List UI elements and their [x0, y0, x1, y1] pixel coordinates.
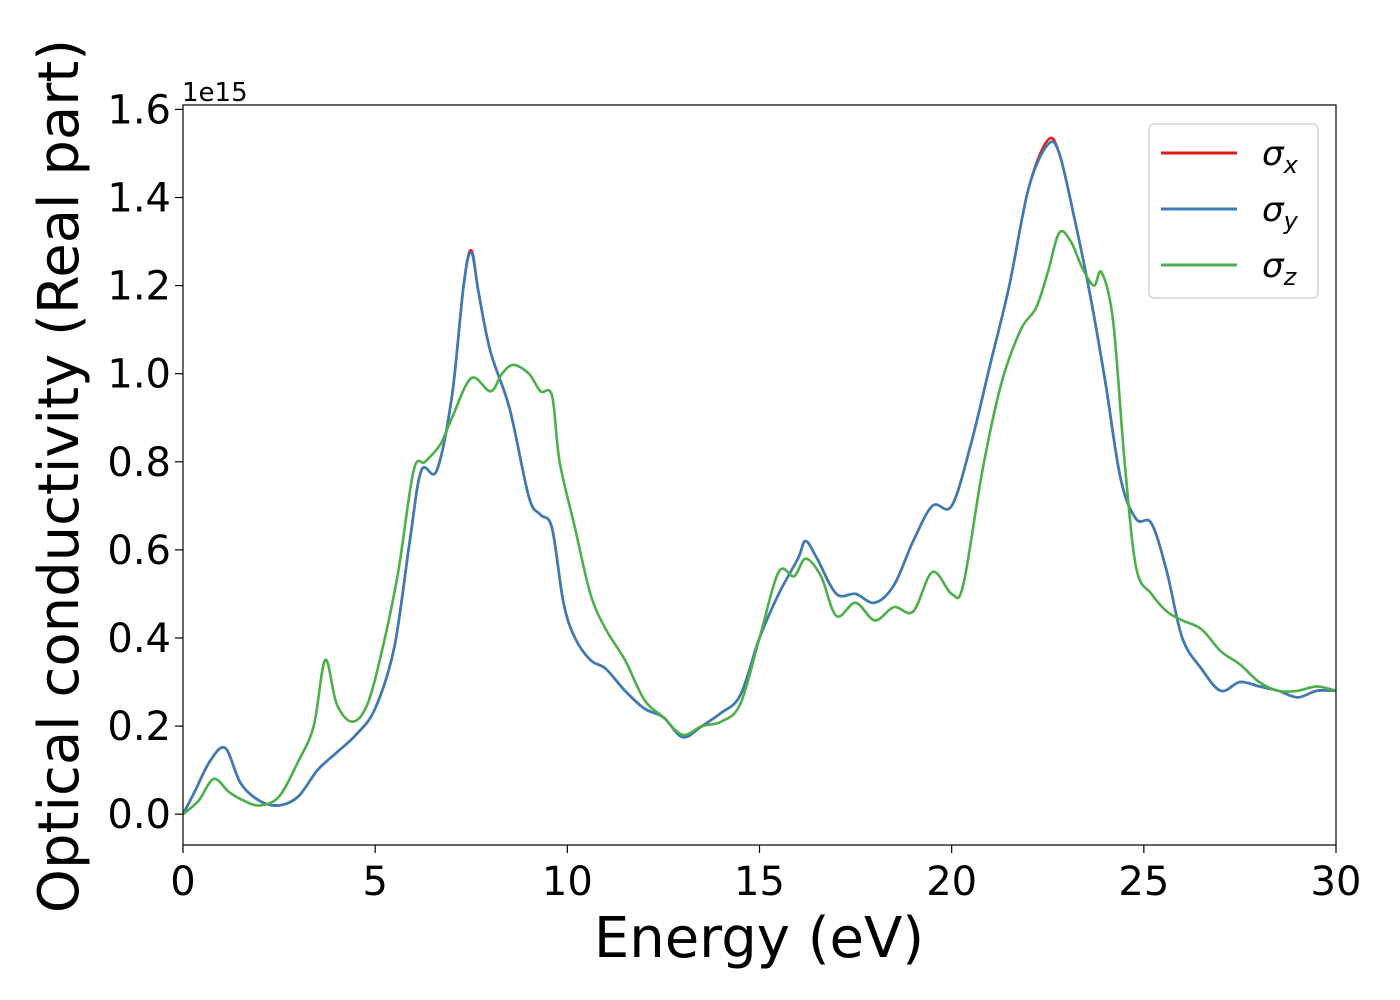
x-axis-ticks: 0 5 10 15 20 25 30 — [170, 845, 1361, 905]
x-tick-label: 15 — [734, 859, 785, 905]
y-tick-label: 1.2 — [107, 264, 171, 310]
y-axis-ticks: 0.0 0.2 0.4 0.6 0.8 1.0 1.2 1.4 1.6 — [107, 87, 183, 838]
x-tick-label: 10 — [542, 859, 593, 905]
y-tick-label: 0.8 — [107, 440, 171, 486]
x-tick-label: 25 — [1118, 859, 1169, 905]
x-tick-label: 20 — [926, 859, 977, 905]
legend: σx σy σz — [1148, 123, 1319, 299]
x-axis-label: Energy (eV) — [594, 906, 924, 971]
series-line-sigma-z — [183, 229, 1336, 816]
y-axis-offset-text: 1e15 — [182, 78, 248, 108]
y-tick-label: 0.0 — [107, 792, 171, 838]
y-tick-label: 0.6 — [107, 528, 171, 574]
x-tick-label: 30 — [1311, 859, 1362, 905]
legend-label-sigma-x: σx — [1262, 134, 1299, 179]
x-tick-label: 0 — [170, 859, 195, 905]
y-axis-label: Optical conductivity (Real part) — [27, 39, 92, 913]
x-tick-label: 5 — [362, 859, 387, 905]
legend-label-sigma-z: σz — [1262, 246, 1298, 291]
series-line-sigma-y — [183, 140, 1336, 815]
y-tick-label: 0.4 — [107, 616, 171, 662]
y-tick-label: 0.2 — [107, 704, 171, 750]
y-tick-label: 1.0 — [107, 352, 171, 398]
y-tick-label: 1.6 — [107, 87, 171, 133]
legend-label-sigma-y: σy — [1262, 190, 1299, 235]
legend-box — [1148, 123, 1319, 299]
series-layer — [183, 136, 1336, 816]
y-tick-label: 1.4 — [107, 176, 171, 222]
